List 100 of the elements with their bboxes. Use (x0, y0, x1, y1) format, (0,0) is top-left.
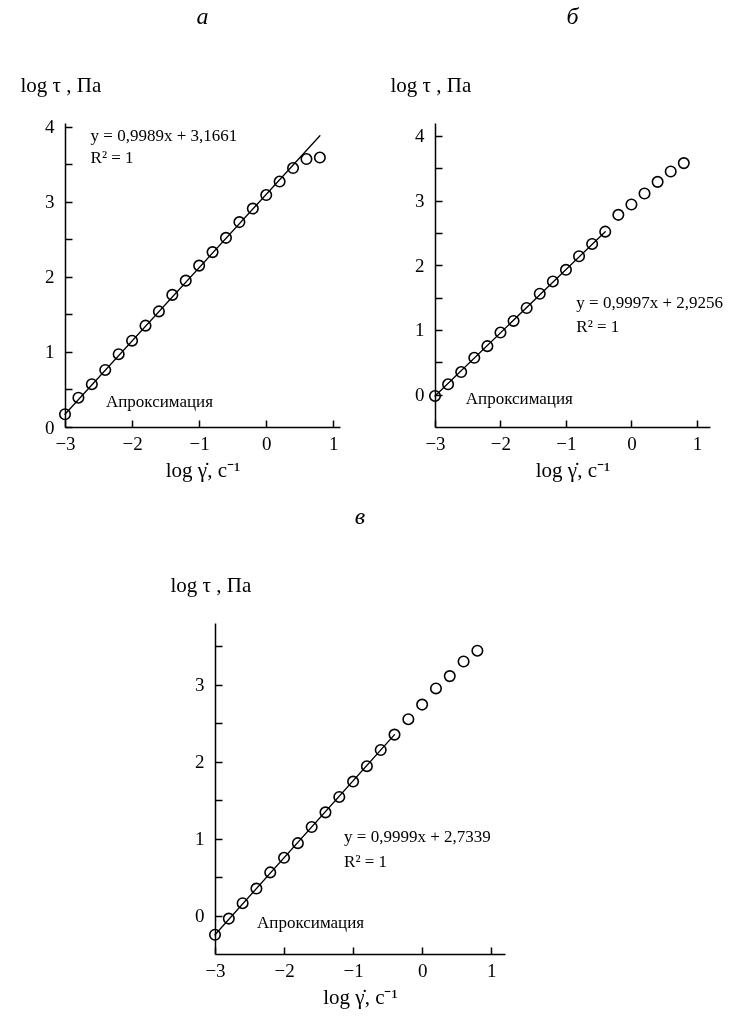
point (319, 806, 332, 819)
point (287, 162, 300, 175)
chart-title: б (566, 3, 580, 29)
point (305, 820, 318, 834)
x-tick-label: 0 (261, 432, 272, 454)
point (313, 151, 326, 164)
annotation: R² = 1 (344, 851, 388, 871)
point (264, 866, 277, 879)
point (300, 153, 313, 166)
annotation: y = 0,9997x + 2,9256 (576, 292, 724, 312)
annotation: Апроксимация (465, 389, 574, 409)
annotation: R² = 1 (576, 316, 620, 336)
y-axis-title: log τ , Па (20, 72, 102, 97)
y-tick-label: 3 (415, 190, 425, 212)
point (236, 897, 249, 910)
x-tick-label: −3 (425, 432, 446, 454)
x-tick-label: −1 (189, 432, 210, 454)
point (442, 378, 455, 391)
point (559, 263, 572, 276)
y-tick-label: 2 (45, 266, 55, 288)
point (457, 655, 470, 668)
point (507, 314, 520, 327)
x-tick-label: 1 (692, 432, 703, 454)
point (291, 837, 304, 850)
x-axis-title: log γ̇, с⁻¹ (323, 984, 398, 1009)
chart-title: а (196, 3, 209, 29)
y-tick-label: 4 (45, 116, 55, 138)
y-tick-label: 4 (415, 125, 425, 147)
x-tick-label: −3 (55, 432, 76, 454)
point (152, 305, 165, 318)
point (222, 912, 235, 925)
point (455, 365, 468, 379)
y-tick-label: 2 (195, 751, 205, 773)
x-tick-label: −3 (205, 959, 226, 981)
y-tick-label: 1 (45, 341, 55, 363)
y-tick-label: 0 (45, 416, 55, 438)
point (72, 391, 85, 404)
chart-title: в (354, 503, 366, 529)
point (471, 644, 484, 657)
x-tick-label: 0 (627, 432, 637, 454)
y-tick-label: 1 (415, 319, 425, 341)
point (481, 340, 494, 353)
x-tick-label: −1 (556, 432, 577, 454)
point (250, 882, 263, 895)
point (664, 165, 677, 178)
annotation: y = 0,9989x + 3,1661 (90, 125, 238, 145)
x-tick-label: 1 (329, 432, 339, 454)
point (85, 378, 98, 391)
x-tick-label: −2 (122, 432, 143, 454)
point (443, 670, 456, 683)
point (573, 250, 586, 263)
y-tick-label: 0 (195, 905, 205, 927)
point (99, 363, 112, 376)
x-tick-label: −1 (343, 959, 364, 981)
point (546, 275, 559, 288)
y-tick-label: 1 (195, 828, 205, 850)
annotation: y = 0,9999x + 2,7339 (344, 827, 491, 847)
point (520, 301, 533, 315)
point (374, 743, 387, 757)
point (139, 319, 152, 332)
y-tick-label: 3 (195, 674, 205, 696)
point (638, 187, 651, 200)
y-axis-title: log τ , Па (170, 572, 252, 597)
point (402, 713, 415, 726)
x-tick-label: −2 (490, 432, 512, 454)
point (468, 351, 481, 364)
point (586, 237, 599, 250)
annotation: Апроксимация (257, 912, 365, 932)
y-tick-label: 2 (415, 254, 425, 276)
point (612, 208, 625, 221)
point (193, 259, 206, 272)
point (126, 334, 139, 347)
point (533, 287, 546, 300)
point (246, 202, 259, 215)
point (625, 198, 638, 211)
point (494, 326, 507, 339)
point (260, 189, 273, 202)
annotation: Апроксимация (105, 392, 214, 412)
x-tick-label: 1 (486, 959, 497, 981)
point (206, 246, 219, 259)
point (388, 728, 401, 741)
y-axis-title: log τ , Па (390, 72, 472, 97)
point (360, 760, 373, 773)
x-axis-title: log γ̇, с⁻¹ (535, 457, 611, 482)
point (58, 408, 72, 421)
x-axis-title: log γ̇, с⁻¹ (165, 457, 241, 482)
x-tick-label: −2 (274, 959, 295, 981)
point (233, 216, 246, 229)
point (166, 288, 179, 301)
point (112, 348, 125, 361)
point (273, 175, 286, 188)
point (416, 698, 429, 711)
point (347, 775, 360, 788)
annotation: R² = 1 (90, 148, 134, 168)
point (208, 928, 222, 941)
point (179, 274, 192, 287)
point (599, 225, 612, 238)
point (651, 175, 664, 188)
point (333, 790, 346, 803)
y-tick-label: 3 (45, 191, 55, 213)
